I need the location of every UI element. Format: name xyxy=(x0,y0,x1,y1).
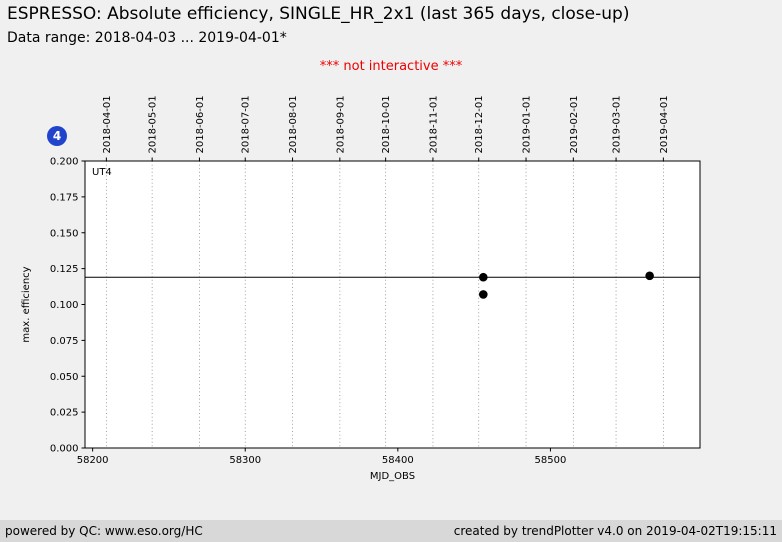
y-axis-tick-label: 0.100 xyxy=(50,300,79,311)
plot-background xyxy=(85,161,700,448)
y-axis-tick-label: 0.075 xyxy=(50,336,79,347)
top-axis-tick-label: 2018-09-01 xyxy=(335,95,346,153)
not-interactive-notice: *** not interactive *** xyxy=(319,59,463,74)
x-axis-tick-label: 58200 xyxy=(77,455,109,466)
data-range-subtitle: Data range: 2018-04-03 ... 2019-04-01* xyxy=(7,30,287,46)
top-axis-tick-label: 2018-04-01 xyxy=(102,95,113,153)
top-axis-tick-label: 2018-11-01 xyxy=(428,95,439,153)
top-axis-tick-label: 2018-06-01 xyxy=(195,95,206,153)
plot-number-badge[interactable]: 4 xyxy=(47,126,67,146)
x-axis-tick-label: 58500 xyxy=(535,455,567,466)
y-axis-tick-label: 0.150 xyxy=(50,228,79,239)
x-axis-tick-label: 58400 xyxy=(382,455,414,466)
top-axis-tick-label: 2019-03-01 xyxy=(612,95,623,153)
y-axis-tick-label: 0.175 xyxy=(50,192,79,203)
data-point xyxy=(645,271,654,281)
data-point xyxy=(479,290,488,299)
x-axis-tick-label: 58300 xyxy=(229,455,261,466)
y-axis-tick-label: 0.000 xyxy=(50,444,79,455)
top-axis-tick-label: 2019-01-01 xyxy=(522,95,533,153)
top-axis-tick-label: 2018-12-01 xyxy=(474,95,485,153)
top-axis-tick-label: 2018-07-01 xyxy=(241,95,252,153)
top-axis-tick-label: 2018-10-01 xyxy=(381,95,392,153)
y-axis-tick-label: 0.025 xyxy=(50,408,79,419)
top-axis-tick-label: 2018-08-01 xyxy=(288,95,299,153)
y-axis-tick-label: 0.050 xyxy=(50,372,79,383)
top-axis-tick-label: 2019-02-01 xyxy=(569,95,580,153)
page-title: ESPRESSO: Absolute efficiency, SINGLE_HR… xyxy=(7,4,630,24)
top-axis-tick-label: 2018-05-01 xyxy=(148,95,159,153)
series-label: UT4 xyxy=(92,167,112,178)
y-axis-title: max. efficiency xyxy=(21,266,32,342)
footer-left-text: powered by QC: www.eso.org/HC xyxy=(5,524,203,538)
data-point xyxy=(479,272,488,282)
y-axis-tick-label: 0.125 xyxy=(50,264,79,275)
y-axis-tick-label: 0.200 xyxy=(50,157,79,168)
footer-right-text: created by trendPlotter v4.0 on 2019-04-… xyxy=(453,524,777,538)
footer-bar: powered by QC: www.eso.org/HC created by… xyxy=(0,520,782,542)
top-axis-tick-label: 2019-04-01 xyxy=(659,95,670,153)
x-axis-title: MJD_OBS xyxy=(370,471,415,482)
plot-border xyxy=(84,160,701,449)
